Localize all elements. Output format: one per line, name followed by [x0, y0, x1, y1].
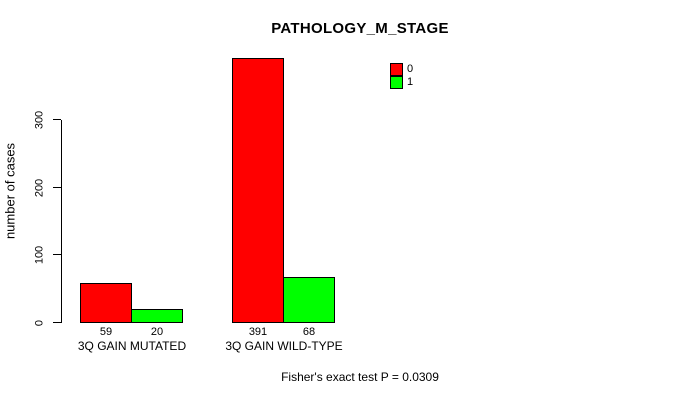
- bar-value-label: 20: [150, 326, 164, 338]
- bar-value-label: 68: [302, 326, 316, 338]
- legend-item: 0: [390, 63, 413, 76]
- bar-value-label: 59: [99, 326, 113, 338]
- footer-stat-text: Fisher's exact test P = 0.0309: [281, 370, 439, 384]
- y-axis-label: number of cases: [2, 142, 18, 240]
- y-axis-tick-label: 200: [33, 178, 46, 198]
- legend-label: 0: [407, 63, 414, 75]
- y-axis-tick: [53, 187, 61, 188]
- y-axis-tick-label: 300: [33, 110, 46, 130]
- bar-group2-series-1: [283, 277, 335, 323]
- y-axis-tick: [53, 254, 61, 255]
- x-category-label: 3Q GAIN MUTATED: [77, 339, 187, 353]
- legend-swatch-icon: [390, 76, 403, 89]
- y-axis-tick: [53, 119, 61, 120]
- chart-title: PATHOLOGY_M_STAGE: [271, 20, 449, 37]
- bar-value-label: 391: [248, 326, 268, 338]
- legend-swatch-icon: [390, 63, 403, 76]
- y-axis-tick-label: 0: [33, 319, 46, 327]
- bar-group1-series-1: [131, 309, 183, 323]
- legend-label: 1: [407, 76, 414, 88]
- y-axis-tick-label: 100: [33, 245, 46, 265]
- bar-group2-series-0: [232, 58, 284, 323]
- legend-item: 1: [390, 76, 413, 89]
- x-category-label: 3Q GAIN WILD-TYPE: [225, 339, 343, 353]
- y-axis-line: [61, 120, 62, 323]
- y-axis-tick: [53, 322, 61, 323]
- bar-group1-series-0: [80, 283, 132, 323]
